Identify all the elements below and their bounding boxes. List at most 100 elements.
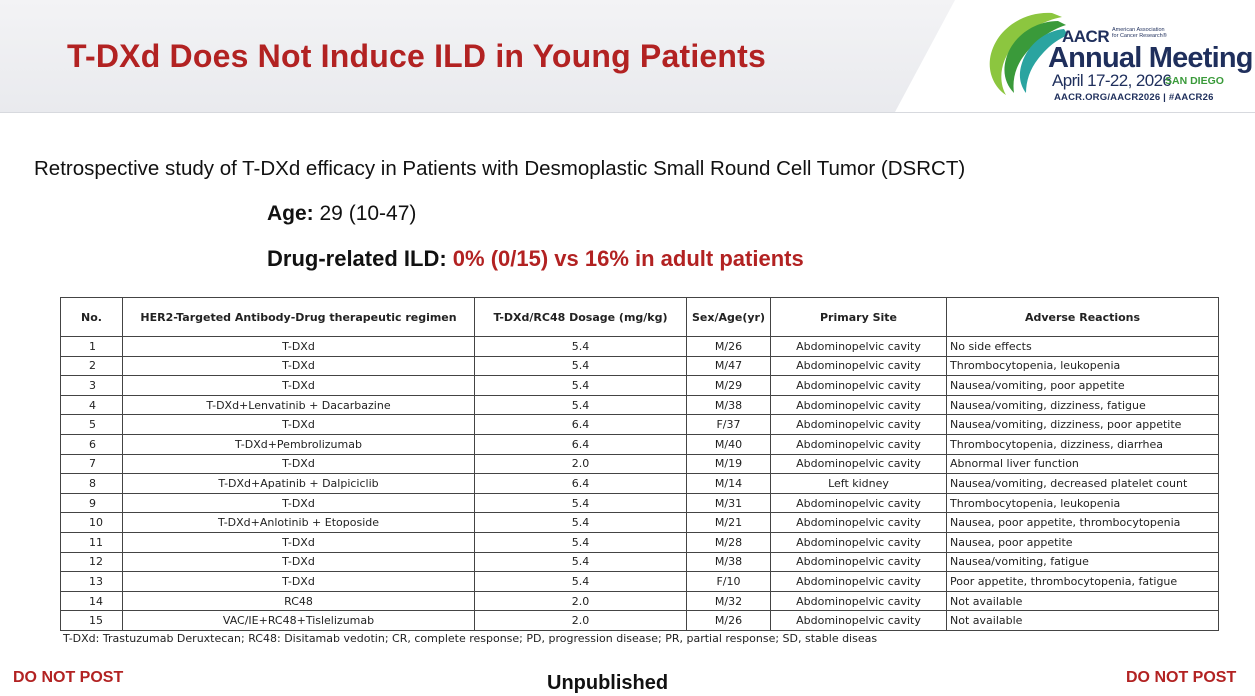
cell-primary-site: Abdominopelvic cavity bbox=[770, 492, 947, 514]
cell-sex-age: M/14 bbox=[686, 473, 771, 494]
cell-primary-site: Abdominopelvic cavity bbox=[770, 433, 947, 455]
cell-regimen: T-DXd bbox=[122, 531, 475, 553]
cell-dosage: 2.0 bbox=[474, 610, 687, 631]
age-summary: Age: 29 (10-47) bbox=[267, 202, 416, 226]
cell-regimen: T-DXd bbox=[122, 355, 475, 377]
cell-dosage: 5.4 bbox=[474, 355, 687, 377]
table-row: 8 T-DXd+Apatinib + Dalpiciclib 6.4 M/14 Left… bbox=[60, 473, 1219, 494]
cell-no: 5 bbox=[60, 414, 123, 435]
cell-no: 10 bbox=[60, 512, 123, 533]
table-row: 3 T-DXd 5.4 M/29 Abdominopelvic cavity Nausea… bbox=[60, 375, 1219, 396]
cell-primary-site: Abdominopelvic cavity bbox=[770, 355, 947, 377]
cell-sex-age: M/19 bbox=[686, 453, 771, 475]
logo-city: SAN DIEGO bbox=[1165, 75, 1224, 87]
table-row: 4 T-DXd+Lenvatinib + Dacarbazine 5.4 M/38 Ab… bbox=[60, 394, 1219, 416]
do-not-post-left: DO NOT POST bbox=[13, 669, 124, 686]
cell-regimen: T-DXd+Lenvatinib + Dacarbazine bbox=[122, 394, 475, 416]
study-subtitle: Retrospective study of T-DXd efficacy in… bbox=[34, 157, 966, 180]
cell-primary-site: Abdominopelvic cavity bbox=[770, 610, 947, 631]
cell-sex-age: M/38 bbox=[686, 551, 771, 573]
header-no: No. bbox=[60, 297, 123, 337]
cell-primary-site: Abdominopelvic cavity bbox=[770, 531, 947, 553]
header-logo-panel bbox=[895, 0, 1255, 112]
cell-dosage: 6.4 bbox=[474, 433, 687, 455]
cell-sex-age: M/26 bbox=[686, 336, 771, 357]
cell-sex-age: M/40 bbox=[686, 433, 771, 455]
age-label: Age: bbox=[267, 202, 314, 225]
table-footnote: T-DXd: Trastuzumab Deruxtecan; RC48: Dis… bbox=[63, 632, 878, 645]
cell-dosage: 5.4 bbox=[474, 492, 687, 514]
cell-adverse-reactions: Thrombocytopenia, leukopenia bbox=[946, 492, 1219, 514]
table-row: 14 RC48 2.0 M/32 Abdominopelvic cavity Not av… bbox=[60, 590, 1219, 612]
do-not-post-right: DO NOT POST bbox=[1126, 669, 1237, 686]
cell-dosage: 5.4 bbox=[474, 512, 687, 533]
cell-sex-age: M/26 bbox=[686, 610, 771, 631]
cell-sex-age: M/21 bbox=[686, 512, 771, 533]
cell-primary-site: Abdominopelvic cavity bbox=[770, 453, 947, 475]
cell-dosage: 5.4 bbox=[474, 571, 687, 592]
header-dosage: T-DXd/RC48 Dosage (mg/kg) bbox=[474, 297, 687, 337]
table-row: 12 T-DXd 5.4 M/38 Abdominopelvic cavity Nause… bbox=[60, 551, 1219, 573]
cell-dosage: 5.4 bbox=[474, 375, 687, 396]
cell-adverse-reactions: Thrombocytopenia, dizziness, diarrhea bbox=[946, 433, 1219, 455]
cell-regimen: RC48 bbox=[122, 590, 475, 612]
cell-no: 1 bbox=[60, 336, 123, 357]
table-row: 7 T-DXd 2.0 M/19 Abdominopelvic cavity Abnorm… bbox=[60, 453, 1219, 475]
cell-regimen: T-DXd bbox=[122, 492, 475, 514]
aacr-swoosh-icon bbox=[989, 12, 1068, 96]
cell-regimen: T-DXd bbox=[122, 414, 475, 435]
cell-sex-age: M/47 bbox=[686, 355, 771, 377]
header-sex-age: Sex/Age(yr) bbox=[686, 297, 771, 337]
ild-value: 0% (0/15) vs 16% in adult patients bbox=[452, 246, 804, 271]
cell-no: 11 bbox=[60, 531, 123, 553]
cell-no: 12 bbox=[60, 551, 123, 573]
age-value: 29 (10-47) bbox=[313, 202, 417, 225]
cell-adverse-reactions: Not available bbox=[946, 610, 1219, 631]
cell-regimen: T-DXd+Apatinib + Dalpiciclib bbox=[122, 473, 475, 494]
cell-dosage: 5.4 bbox=[474, 394, 687, 416]
cell-regimen: T-DXd+Pembrolizumab bbox=[122, 433, 475, 455]
table-row: 1 T-DXd 5.4 M/26 Abdominopelvic cavity No sid… bbox=[60, 336, 1219, 357]
aacr-annual-meeting-logo: AACR American Association for Cancer Res… bbox=[982, 5, 1253, 105]
cell-adverse-reactions: Abnormal liver function bbox=[946, 453, 1219, 475]
table-row: 11 T-DXd 5.4 M/28 Abdominopelvic cavity Nause… bbox=[60, 531, 1219, 553]
unpublished-label: Unpublished bbox=[547, 672, 669, 694]
header-adverse-reactions: Adverse Reactions bbox=[946, 297, 1219, 337]
cell-sex-age: M/29 bbox=[686, 375, 771, 396]
cell-no: 3 bbox=[60, 375, 123, 396]
cell-adverse-reactions: No side effects bbox=[946, 336, 1219, 357]
cell-adverse-reactions: Nausea/vomiting, poor appetite bbox=[946, 375, 1219, 396]
cell-regimen: VAC/IE+RC48+Tislelizumab bbox=[122, 610, 475, 631]
cell-sex-age: M/38 bbox=[686, 394, 771, 416]
cell-dosage: 6.4 bbox=[474, 473, 687, 494]
cell-sex-age: F/10 bbox=[686, 571, 771, 592]
cell-dosage: 5.4 bbox=[474, 531, 687, 553]
cell-regimen: T-DXd+Anlotinib + Etoposide bbox=[122, 512, 475, 533]
cell-sex-age: M/31 bbox=[686, 492, 771, 514]
ild-summary: Drug-related ILD: 0% (0/15) vs 16% in ad… bbox=[267, 246, 804, 272]
cell-primary-site: Abdominopelvic cavity bbox=[770, 590, 947, 612]
cell-adverse-reactions: Nausea/vomiting, dizziness, poor appetit… bbox=[946, 414, 1219, 435]
cell-primary-site: Left kidney bbox=[770, 473, 947, 494]
table-row: 9 T-DXd 5.4 M/31 Abdominopelvic cavity Thromb… bbox=[60, 492, 1219, 514]
cell-dosage: 2.0 bbox=[474, 453, 687, 475]
slide-header: T-DXd Does Not Induce ILD in Young Patie… bbox=[0, 0, 1255, 113]
cell-sex-age: M/28 bbox=[686, 531, 771, 553]
cell-primary-site: Abdominopelvic cavity bbox=[770, 571, 947, 592]
cell-adverse-reactions: Nausea, poor appetite bbox=[946, 531, 1219, 553]
cell-adverse-reactions: Poor appetite, thrombocytopenia, fatigue bbox=[946, 571, 1219, 592]
cell-sex-age: M/32 bbox=[686, 590, 771, 612]
cell-no: 2 bbox=[60, 355, 123, 377]
logo-links: AACR.ORG/AACR2026 | #AACR26 bbox=[1054, 92, 1214, 103]
cell-sex-age: F/37 bbox=[686, 414, 771, 435]
cell-primary-site: Abdominopelvic cavity bbox=[770, 512, 947, 533]
logo-dates: April 17-22, 2026 bbox=[1052, 71, 1172, 90]
logo-aacr-text: AACR bbox=[1062, 27, 1110, 46]
cell-adverse-reactions: Nausea/vomiting, decreased platelet coun… bbox=[946, 473, 1219, 494]
cell-primary-site: Abdominopelvic cavity bbox=[770, 414, 947, 435]
cell-primary-site: Abdominopelvic cavity bbox=[770, 394, 947, 416]
cell-primary-site: Abdominopelvic cavity bbox=[770, 336, 947, 357]
cell-regimen: T-DXd bbox=[122, 571, 475, 592]
cell-regimen: T-DXd bbox=[122, 551, 475, 573]
logo-annual-meeting: Annual Meeting bbox=[1048, 42, 1253, 74]
